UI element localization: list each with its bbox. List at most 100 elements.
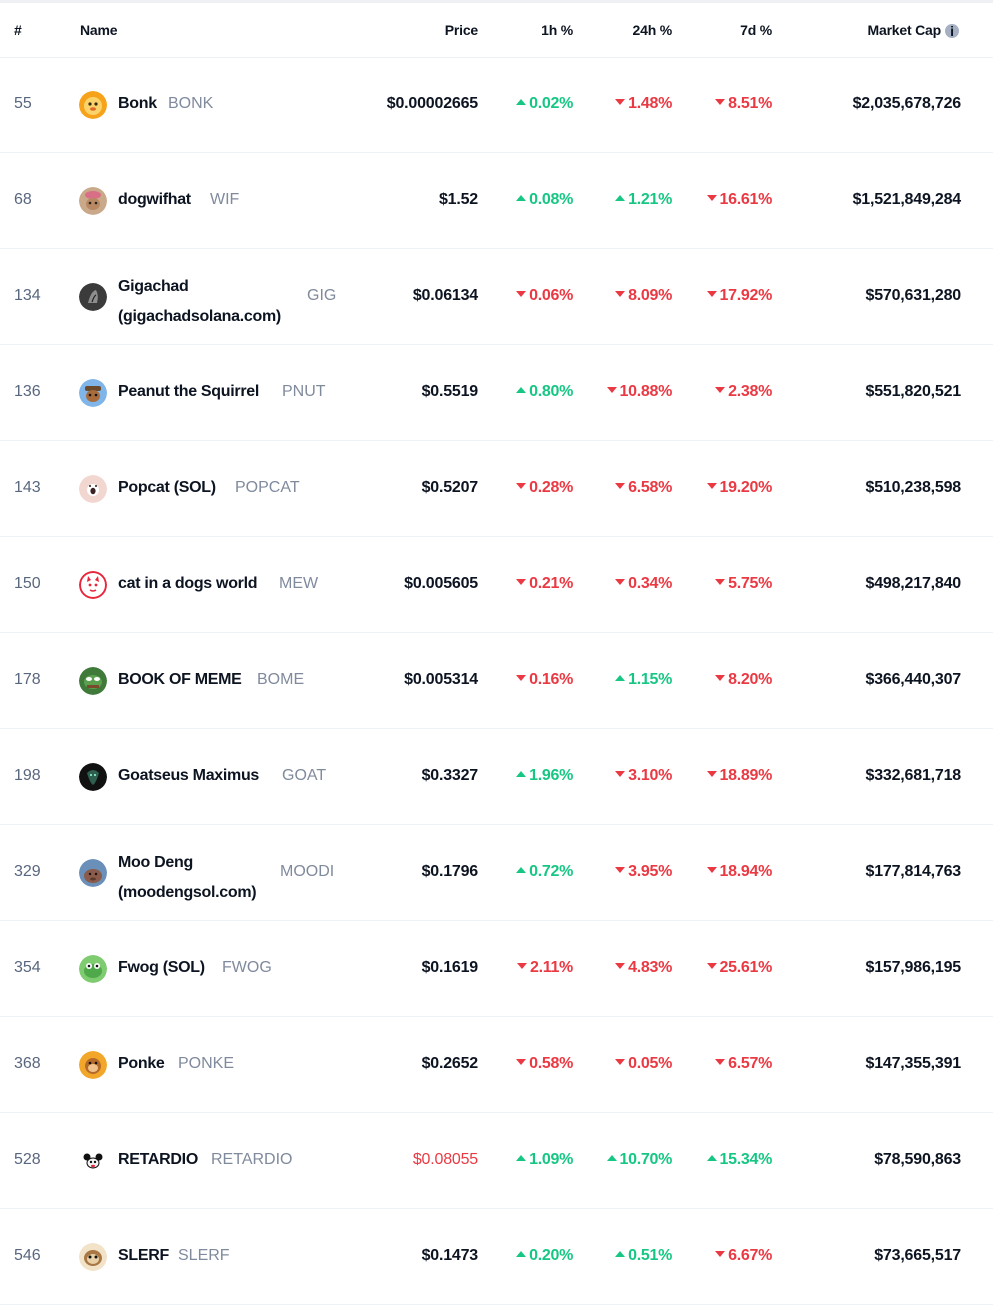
caret-down-icon bbox=[516, 578, 527, 585]
caret-up-icon bbox=[516, 1250, 527, 1257]
coin-symbol: SLERF bbox=[178, 1247, 230, 1264]
coin-name[interactable]: Gigachad (gigachadsolana.com) bbox=[118, 278, 281, 325]
coin-name[interactable]: dogwifhat bbox=[118, 191, 191, 208]
change-24h: 8.09% bbox=[615, 287, 672, 305]
caret-down-icon bbox=[706, 482, 717, 489]
coin-name[interactable]: Ponke bbox=[118, 1055, 165, 1072]
header-7d[interactable]: 7d % bbox=[740, 22, 772, 38]
coin-symbol: BONK bbox=[168, 95, 214, 112]
coin-name[interactable]: Goatseus Maximus bbox=[118, 767, 260, 784]
header-market-cap[interactable]: Market Cap i bbox=[868, 22, 959, 38]
change-1h-value: 0.08% bbox=[529, 191, 573, 208]
change-7d-value: 2.38% bbox=[728, 383, 772, 400]
change-7d: 19.20% bbox=[706, 479, 772, 497]
table-row[interactable]: 68 dogwifhat WIF $1.52 0.08% 1.21% 16.61% $1,52… bbox=[0, 153, 993, 249]
coin-name[interactable]: Moo Deng (moodengsol.com) bbox=[118, 854, 257, 901]
change-24h: 0.51% bbox=[615, 1247, 672, 1265]
change-7d: 8.51% bbox=[715, 95, 772, 113]
table-row[interactable]: 136 Peanut the Squirrel PNUT $0.5519 0.80% 10… bbox=[0, 345, 993, 441]
caret-down-icon bbox=[715, 1058, 726, 1065]
coin-name[interactable]: RETARDIO bbox=[118, 1151, 198, 1168]
change-7d: 25.61% bbox=[706, 959, 772, 977]
bonk-logo-icon bbox=[79, 91, 107, 119]
slerf-logo-icon bbox=[79, 1243, 107, 1271]
table-row[interactable]: 178 BOOK OF MEME BOME $0.005314 0.16% 1.15% 8.… bbox=[0, 633, 993, 729]
caret-down-icon bbox=[715, 98, 726, 105]
caret-up-icon bbox=[615, 674, 626, 681]
coin-symbol: POPCAT bbox=[235, 479, 300, 496]
change-7d: 17.92% bbox=[706, 287, 772, 305]
mew-logo-icon bbox=[79, 571, 107, 599]
caret-up-icon bbox=[606, 1154, 617, 1161]
header-rank[interactable]: # bbox=[14, 22, 22, 38]
caret-down-icon bbox=[706, 962, 717, 969]
market-cap-value: $332,681,718 bbox=[865, 767, 962, 784]
table-row[interactable]: 329 Moo Deng (moodengsol.com) MOODI $0.1796… bbox=[0, 825, 993, 921]
change-1h-value: 0.02% bbox=[529, 95, 573, 112]
price-value: $0.005605 bbox=[404, 575, 478, 592]
retardio-logo-icon bbox=[79, 1147, 107, 1175]
change-24h-value: 10.70% bbox=[619, 1151, 673, 1168]
change-24h: 10.70% bbox=[606, 1151, 673, 1169]
caret-down-icon bbox=[615, 1058, 626, 1065]
coin-symbol: PNUT bbox=[282, 383, 326, 400]
change-24h-value: 8.09% bbox=[628, 287, 672, 304]
caret-up-icon bbox=[615, 1250, 626, 1257]
table-row[interactable]: 198 Goatseus Maximus GOAT $0.3327 1.96% 3.10%… bbox=[0, 729, 993, 825]
coin-name[interactable]: Peanut the Squirrel bbox=[118, 383, 259, 400]
table-row[interactable]: 546 SLERF SLERF $0.1473 0.20% 0.51% 6.67% $73,6… bbox=[0, 1209, 993, 1305]
rank-number: 134 bbox=[14, 287, 41, 304]
coin-name[interactable]: SLERF bbox=[118, 1247, 169, 1264]
change-7d: 2.38% bbox=[715, 383, 772, 401]
change-24h: 6.58% bbox=[615, 479, 672, 497]
change-7d-value: 8.20% bbox=[728, 671, 772, 688]
change-24h: 3.95% bbox=[615, 863, 672, 881]
caret-up-icon bbox=[615, 194, 626, 201]
header-1h[interactable]: 1h % bbox=[541, 22, 573, 38]
change-1h: 0.21% bbox=[516, 575, 573, 593]
popcat-logo-icon bbox=[79, 475, 107, 503]
table-row[interactable]: 528 RETARDIO RETARDIO $0.08055 1.09% 10.70% 15… bbox=[0, 1113, 993, 1209]
coin-symbol: BOME bbox=[257, 671, 305, 688]
price-value: $0.1619 bbox=[421, 959, 479, 976]
change-7d-value: 8.51% bbox=[728, 95, 772, 112]
price-value: $0.005314 bbox=[404, 671, 478, 688]
caret-up-icon bbox=[706, 1154, 717, 1161]
table-row[interactable]: 354 Fwog (SOL) FWOG $0.1619 2.11% 4.83% 25.61%… bbox=[0, 921, 993, 1017]
info-icon[interactable]: i bbox=[945, 24, 959, 38]
table-row[interactable]: 134 Gigachad (gigachadsolana.com) GIG $0.06… bbox=[0, 249, 993, 345]
change-7d-value: 15.34% bbox=[719, 1151, 773, 1168]
market-cap-value: $570,631,280 bbox=[865, 287, 962, 304]
table-row[interactable]: 143 Popcat (SOL) POPCAT $0.5207 0.28% 6.58% 19… bbox=[0, 441, 993, 537]
table-row[interactable]: 368 Ponke PONKE $0.2652 0.58% 0.05% 6.57% $147,… bbox=[0, 1017, 993, 1113]
change-7d: 5.75% bbox=[715, 575, 772, 593]
header-24h[interactable]: 24h % bbox=[632, 22, 673, 38]
rank-number: 528 bbox=[14, 1151, 41, 1168]
coin-name[interactable]: cat in a dogs world bbox=[118, 575, 258, 592]
caret-down-icon bbox=[516, 290, 527, 297]
header-price[interactable]: Price bbox=[444, 22, 478, 38]
change-1h-value: 2.11% bbox=[530, 959, 573, 976]
caret-down-icon bbox=[615, 866, 626, 873]
caret-down-icon bbox=[516, 482, 527, 489]
table-row[interactable]: 150 cat in a dogs world MEW $0.005605 0.21% 0… bbox=[0, 537, 993, 633]
change-24h: 0.05% bbox=[615, 1055, 672, 1073]
rank-number: 68 bbox=[14, 191, 32, 208]
rank-number: 55 bbox=[14, 95, 32, 112]
change-1h: 0.72% bbox=[516, 863, 573, 881]
rank-number: 143 bbox=[14, 479, 41, 496]
table-row[interactable]: 55 Bonk BONK $0.00002665 0.02% 1.48% 8.51% $2,0… bbox=[0, 57, 993, 153]
header-name[interactable]: Name bbox=[80, 22, 118, 38]
rank-number: 354 bbox=[14, 959, 41, 976]
price-value: $0.2652 bbox=[421, 1055, 479, 1072]
change-1h-value: 0.58% bbox=[529, 1055, 573, 1072]
change-1h-value: 0.16% bbox=[529, 671, 573, 688]
coin-name[interactable]: Bonk bbox=[118, 95, 157, 112]
change-24h-value: 6.58% bbox=[628, 479, 672, 496]
coin-name[interactable]: Popcat (SOL) bbox=[118, 479, 216, 496]
change-7d: 16.61% bbox=[706, 191, 772, 209]
change-7d-value: 6.57% bbox=[728, 1055, 772, 1072]
coin-name[interactable]: Fwog (SOL) bbox=[118, 959, 205, 976]
coin-name[interactable]: BOOK OF MEME bbox=[118, 671, 242, 688]
caret-down-icon bbox=[706, 866, 717, 873]
